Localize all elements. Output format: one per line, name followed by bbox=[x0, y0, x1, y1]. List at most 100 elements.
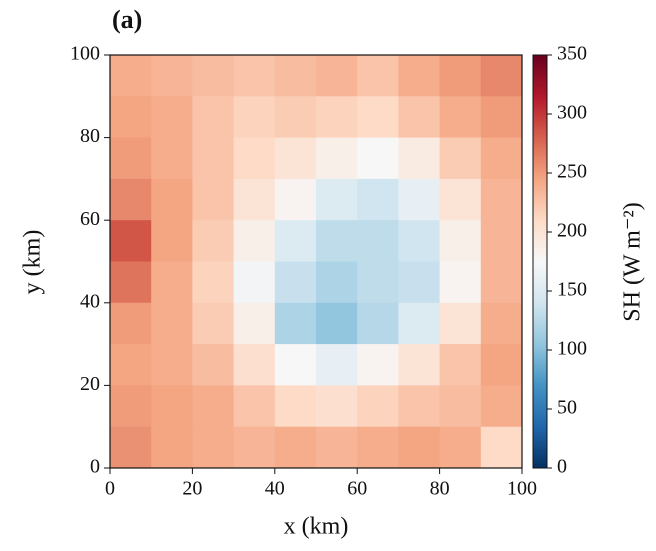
heatmap-cell bbox=[398, 96, 441, 139]
heatmap-cell bbox=[480, 137, 523, 180]
heatmap-cell bbox=[316, 385, 358, 428]
heatmap-cell bbox=[110, 344, 152, 386]
heatmap-cell bbox=[398, 385, 441, 428]
colorbar-tick-label: 50 bbox=[557, 397, 577, 419]
heatmap-cell bbox=[480, 344, 523, 386]
y-tick-label: 20 bbox=[80, 373, 100, 395]
heatmap-cell bbox=[233, 178, 276, 221]
heatmap-cell bbox=[398, 426, 441, 469]
heatmap-cell bbox=[233, 137, 276, 180]
colorbar bbox=[532, 54, 548, 469]
heatmap-cell bbox=[233, 261, 276, 304]
heatmap-cell bbox=[439, 96, 482, 139]
heatmap-cell bbox=[110, 178, 152, 221]
heatmap-cell bbox=[233, 344, 276, 386]
heatmap-cell bbox=[233, 220, 276, 262]
heatmap-cell bbox=[110, 137, 152, 180]
heatmap-cell bbox=[151, 178, 193, 221]
heatmap-cell bbox=[439, 344, 482, 386]
heatmap-cell bbox=[192, 426, 235, 469]
heatmap-cell bbox=[233, 302, 276, 345]
heatmap-cell bbox=[480, 178, 523, 221]
heatmap-cell bbox=[357, 426, 399, 469]
x-tick-label: 40 bbox=[265, 478, 285, 500]
heatmap-cell bbox=[151, 220, 193, 262]
heatmap-cell bbox=[316, 220, 358, 262]
x-tick-label: 80 bbox=[430, 478, 450, 500]
heatmap-cell bbox=[274, 55, 317, 97]
y-tick-label: 0 bbox=[90, 456, 100, 478]
heatmap-cell bbox=[192, 137, 235, 180]
y-tick-label: 100 bbox=[70, 43, 100, 65]
x-tick-label: 60 bbox=[347, 478, 367, 500]
heatmap-cell bbox=[398, 178, 441, 221]
heatmap-cell bbox=[151, 261, 193, 304]
colorbar-tick-label: 100 bbox=[557, 338, 587, 360]
x-tick-label: 0 bbox=[105, 478, 115, 500]
heatmap-cell bbox=[480, 385, 523, 428]
heatmap-cell bbox=[192, 96, 235, 139]
heatmap-cell bbox=[274, 137, 317, 180]
heatmap-cell bbox=[357, 178, 399, 221]
colorbar-label: SH (W m⁻²) bbox=[620, 202, 646, 321]
heatmap-cell bbox=[439, 426, 482, 469]
chart-title: (a) bbox=[112, 5, 142, 34]
heatmap-cell bbox=[398, 344, 441, 386]
colorbar-tick-label: 300 bbox=[557, 102, 587, 124]
heatmap-cell bbox=[233, 55, 276, 97]
heatmap-cell bbox=[274, 261, 317, 304]
colorbar-tick-label: 200 bbox=[557, 220, 587, 242]
heatmap-cell bbox=[480, 426, 523, 469]
heatmap-cell bbox=[480, 220, 523, 262]
heatmap-cell bbox=[439, 302, 482, 345]
heatmap-cell bbox=[398, 220, 441, 262]
heatmap-cell bbox=[357, 220, 399, 262]
y-axis-label: y (km) bbox=[20, 230, 46, 295]
heatmap-cell bbox=[192, 55, 235, 97]
heatmap-cell bbox=[316, 96, 358, 139]
colorbar-tick-label: 150 bbox=[557, 279, 587, 301]
heatmap-cell bbox=[274, 385, 317, 428]
heatmap-cell bbox=[110, 426, 152, 469]
heatmap-cell bbox=[151, 55, 193, 97]
heatmap-cell bbox=[151, 302, 193, 345]
heatmap-cell bbox=[316, 178, 358, 221]
heatmap-cell bbox=[398, 137, 441, 180]
heatmap-cell bbox=[357, 96, 399, 139]
heatmap-cell bbox=[110, 385, 152, 428]
heatmap-cell bbox=[357, 261, 399, 304]
heatmap-cell bbox=[398, 55, 441, 97]
x-axis-label: x (km) bbox=[284, 514, 349, 540]
heatmap-cell bbox=[480, 55, 523, 97]
heatmap-cell bbox=[357, 137, 399, 180]
heatmap-cell bbox=[316, 261, 358, 304]
heatmap-cell bbox=[480, 302, 523, 345]
heatmap-cell bbox=[192, 178, 235, 221]
heatmap-cell bbox=[192, 344, 235, 386]
heatmap-cell bbox=[316, 302, 358, 345]
heatmap-cell bbox=[192, 220, 235, 262]
heatmap-cell bbox=[274, 96, 317, 139]
heatmap-cell bbox=[110, 261, 152, 304]
heatmap-cell bbox=[316, 426, 358, 469]
heatmap-cell bbox=[357, 55, 399, 97]
heatmap-cell bbox=[439, 385, 482, 428]
heatmap-cell bbox=[316, 137, 358, 180]
heatmap-cell bbox=[274, 220, 317, 262]
heatmap-cell bbox=[233, 426, 276, 469]
heatmap-cell bbox=[439, 55, 482, 97]
colorbar-tick-label: 0 bbox=[557, 456, 567, 478]
heatmap-cell bbox=[192, 385, 235, 428]
heatmap-cell bbox=[439, 220, 482, 262]
heatmap-cell bbox=[151, 137, 193, 180]
x-tick-label: 100 bbox=[507, 478, 537, 500]
heatmap-cell bbox=[110, 55, 152, 97]
heatmap-cell bbox=[274, 178, 317, 221]
heatmap-cell bbox=[233, 385, 276, 428]
y-tick-label: 80 bbox=[80, 125, 100, 147]
heatmap-cell bbox=[233, 96, 276, 139]
heatmap-cell bbox=[274, 302, 317, 345]
heatmap-cell bbox=[439, 137, 482, 180]
heatmap-cell bbox=[151, 426, 193, 469]
